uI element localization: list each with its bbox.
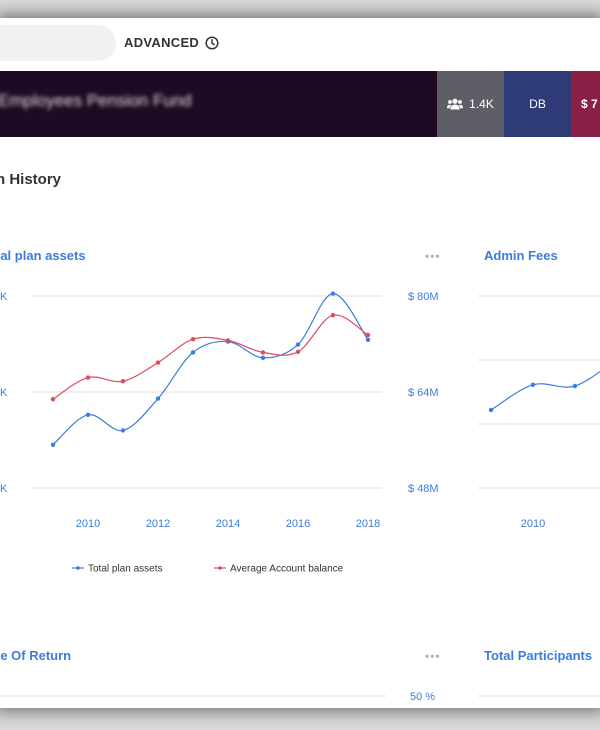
series-line-average-account-balance bbox=[52, 314, 369, 400]
data-point bbox=[530, 382, 536, 387]
data-point bbox=[330, 291, 336, 296]
advanced-label: ADVANCED bbox=[124, 35, 200, 50]
users-icon bbox=[447, 98, 464, 110]
charts-canvas: $ 48M K $ 64M K $ 80M K 2010 2012 2014 2016 2018 To… bbox=[0, 291, 600, 703]
x-tick-label: 2018 bbox=[356, 518, 380, 530]
data-point bbox=[120, 428, 126, 433]
plan-assets-card-title: tal plan assets bbox=[0, 248, 86, 263]
data-point bbox=[85, 412, 91, 417]
x-tick-label: 2016 bbox=[286, 518, 310, 530]
data-point bbox=[365, 332, 371, 338]
clock-icon bbox=[205, 35, 219, 50]
section-title: n History bbox=[0, 171, 62, 188]
plan-type-badge[interactable]: DB bbox=[504, 71, 571, 137]
fund-banner: Employees Pension Fund 1.4K DB $ 7 bbox=[0, 71, 600, 137]
data-point bbox=[365, 337, 371, 342]
data-point bbox=[155, 396, 161, 401]
y-tick-label-right: $ 64M bbox=[408, 387, 439, 399]
legend-label: Total plan assets bbox=[88, 564, 163, 575]
y-tick-label-right: $ 80M bbox=[408, 291, 439, 303]
x-tick-label: 2010 bbox=[521, 518, 545, 530]
legend-label: Average Account balance bbox=[230, 564, 344, 575]
fund-name: Employees Pension Fund bbox=[0, 91, 192, 110]
assets-value: $ 7 bbox=[581, 97, 598, 111]
advanced-search-button[interactable]: ADVANCED bbox=[124, 35, 219, 50]
y-tick-label-right: 50 % bbox=[410, 691, 435, 703]
app-window: ADVANCED Employees Pension Fund 1.4K DB … bbox=[0, 18, 600, 708]
participants-count: 1.4K bbox=[469, 97, 494, 111]
top-toolbar: ADVANCED bbox=[0, 18, 600, 71]
data-point bbox=[572, 383, 578, 389]
data-point bbox=[155, 360, 161, 365]
y-tick-label-left: K bbox=[0, 291, 8, 303]
legend-swatch-dot bbox=[218, 566, 222, 570]
rate-of-return-card-title: te Of Return bbox=[0, 648, 72, 663]
search-input[interactable] bbox=[0, 25, 116, 61]
data-point bbox=[260, 350, 266, 355]
data-point bbox=[190, 337, 196, 342]
plan-assets-more-button[interactable]: ••• bbox=[425, 249, 441, 263]
data-point bbox=[120, 379, 126, 384]
x-tick-label: 2014 bbox=[216, 518, 240, 530]
data-point bbox=[295, 349, 301, 354]
data-point bbox=[488, 407, 494, 413]
admin-fees-card-title: Admin Fees bbox=[484, 248, 558, 263]
data-point bbox=[260, 355, 266, 360]
assets-badge[interactable]: $ 7 bbox=[571, 71, 600, 137]
data-point bbox=[330, 313, 336, 318]
data-point bbox=[50, 442, 56, 447]
y-tick-label-left: K bbox=[0, 387, 8, 399]
data-point bbox=[50, 397, 56, 402]
x-tick-label: 2010 bbox=[76, 518, 100, 530]
data-point bbox=[225, 338, 231, 343]
y-tick-label-right: $ 48M bbox=[408, 483, 439, 495]
plan-type-label: DB bbox=[529, 97, 546, 111]
participants-badge[interactable]: 1.4K bbox=[437, 71, 504, 137]
data-point bbox=[190, 350, 196, 355]
series-line-total-plan-assets bbox=[52, 292, 369, 446]
series-line-admin-fees bbox=[490, 370, 600, 411]
x-tick-label: 2012 bbox=[146, 518, 170, 530]
data-point bbox=[295, 342, 301, 347]
legend-swatch-dot bbox=[76, 566, 80, 570]
rate-of-return-more-button[interactable]: ••• bbox=[425, 649, 441, 663]
total-participants-card-title: Total Participants bbox=[484, 648, 593, 663]
y-tick-label-left: K bbox=[0, 483, 8, 495]
data-point bbox=[85, 375, 91, 380]
